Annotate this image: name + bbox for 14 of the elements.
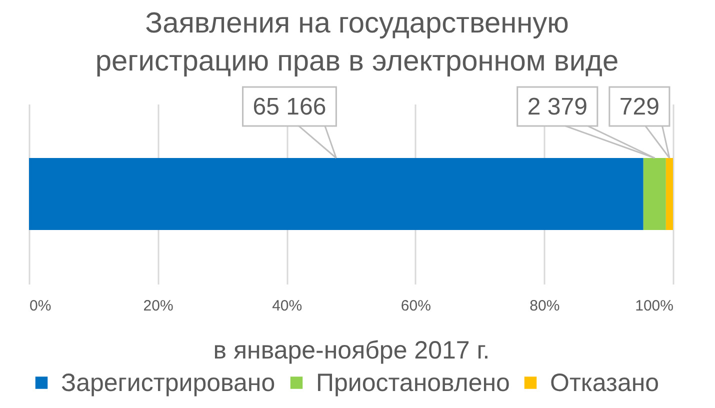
annotation: 2 379 <box>527 94 588 120</box>
annotation: 65 166 <box>252 94 326 120</box>
x-tick-label: 40% <box>272 298 302 314</box>
x-axis-title: в январе-ноябре 2017 г. <box>213 336 490 364</box>
chart-title: Заявления на государственную регистрацию прав в электронном виде <box>95 7 619 78</box>
x-tick-label: 80% <box>530 298 560 314</box>
x-tick-label: 100% <box>635 298 674 314</box>
legend-label: Зарегистрировано <box>61 368 276 397</box>
legend-label: Приостановлено <box>316 368 510 397</box>
legend-label: Отказано <box>550 368 660 397</box>
x-tick-label: 0% <box>30 298 52 314</box>
x-tick-label: 60% <box>400 298 431 314</box>
x-tick-label: 20% <box>143 298 174 314</box>
annotation: 729 <box>619 94 660 120</box>
